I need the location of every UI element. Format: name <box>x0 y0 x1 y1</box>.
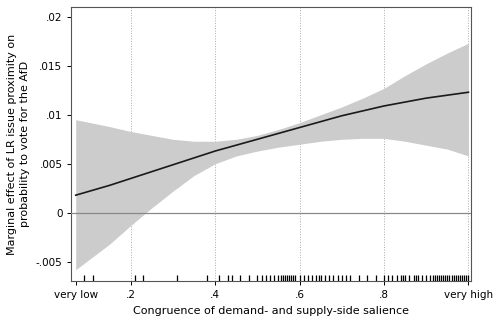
Y-axis label: Marginal effect of LR issue proximity on
probability to vote for the AfD: Marginal effect of LR issue proximity on… <box>7 34 30 255</box>
X-axis label: Congruence of demand- and supply-side salience: Congruence of demand- and supply-side sa… <box>133 306 409 316</box>
